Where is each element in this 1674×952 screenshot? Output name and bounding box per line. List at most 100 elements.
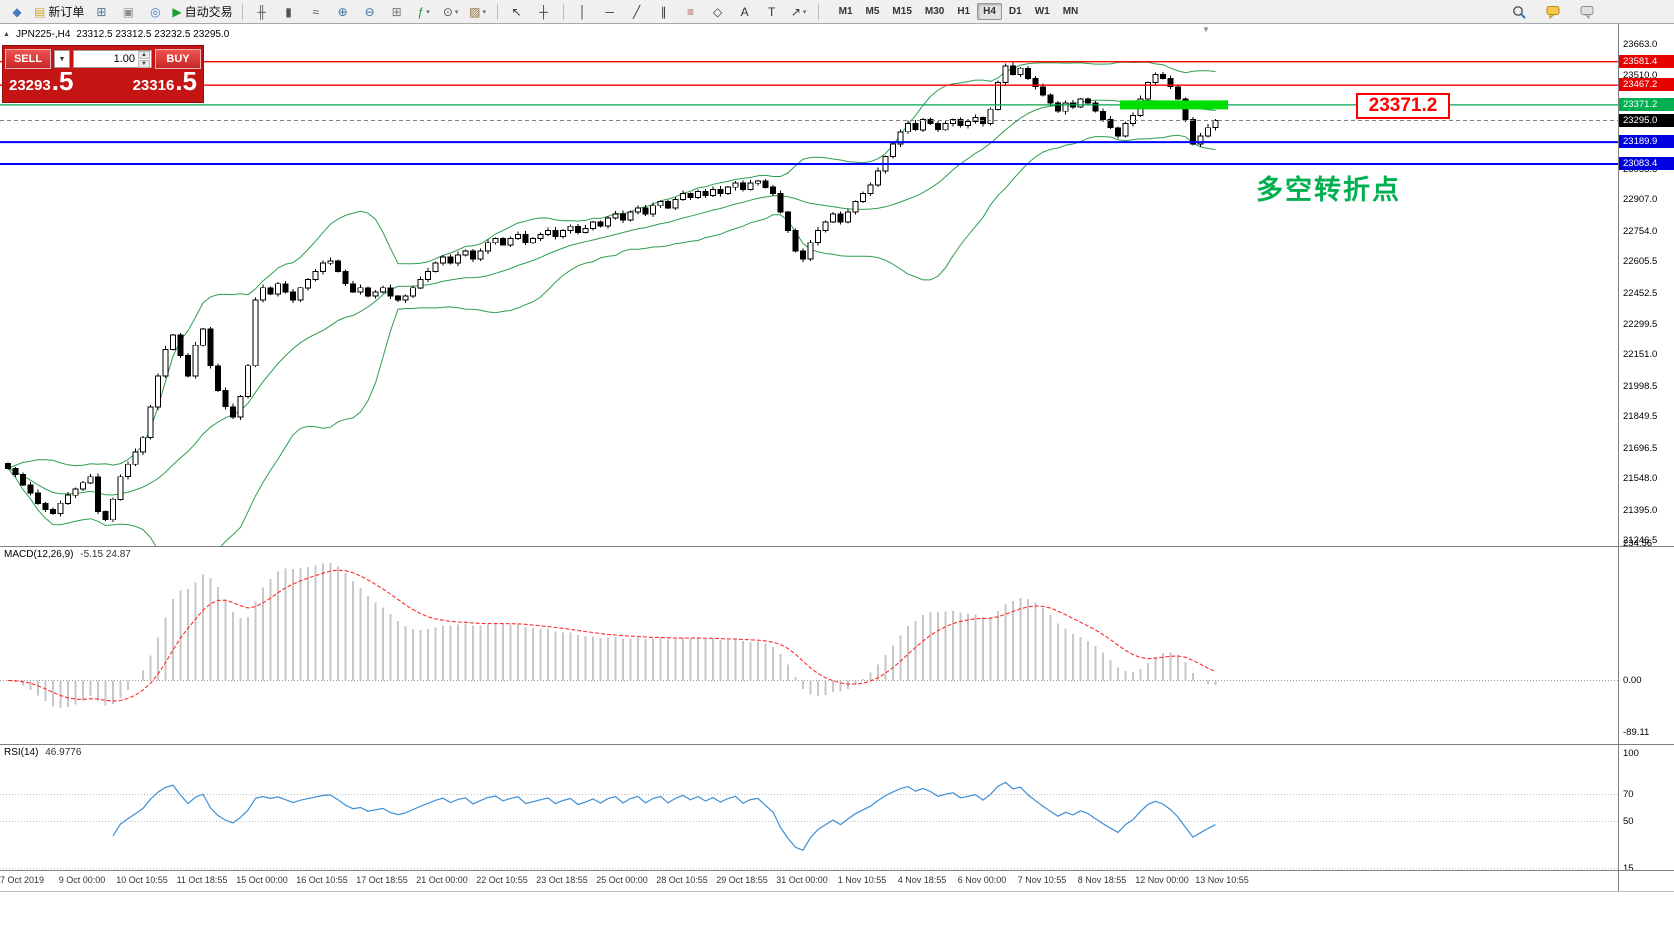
macd-chart[interactable]: [0, 546, 1618, 744]
time-label: 9 Oct 00:00: [58, 875, 106, 885]
fibonacci-icon[interactable]: ≡: [678, 1, 704, 23]
buy-price-big: .5: [175, 66, 197, 96]
chart-area[interactable]: ▲ JPN225-,H4 23312.5 23312.5 23232.5 232…: [0, 24, 1618, 546]
price-axis-label: 21849.5: [1623, 411, 1658, 423]
vertical-line-icon[interactable]: │: [570, 1, 596, 23]
horizontal-line-icon[interactable]: ─: [597, 1, 623, 23]
time-label: 12 Nov 00:00: [1135, 875, 1189, 885]
sell-button[interactable]: SELL: [5, 49, 51, 69]
rsi-header: RSI(14) 46.9776: [4, 747, 81, 758]
shapes-icon[interactable]: ◇: [705, 1, 731, 23]
trendline-icon[interactable]: ╱: [624, 1, 650, 23]
spinner-up-icon[interactable]: ▲: [138, 50, 150, 59]
macd-values: -5.15 24.87: [80, 549, 131, 560]
toolbar-separator: [241, 3, 243, 20]
indicators-icon[interactable]: ƒ ▾: [411, 1, 437, 23]
sell-price[interactable]: 23293.5: [9, 67, 73, 100]
new-order-button[interactable]: ▤ 新订单: [31, 1, 87, 23]
chevron-down-icon: ▾: [802, 8, 807, 16]
timeframe-h4[interactable]: H4: [977, 3, 1002, 20]
terminal-app-icon[interactable]: ◆: [4, 1, 30, 23]
new-chart-icon[interactable]: ⊞: [88, 1, 114, 23]
timeframe-m30[interactable]: M30: [924, 6, 945, 17]
time-label: 10 Oct 10:55: [116, 875, 168, 885]
macd-panel[interactable]: MACD(12,26,9) -5.15 24.87: [0, 546, 1618, 744]
crosshair-icon: ┼: [539, 4, 548, 19]
toolbar-buttons: ◆ ▤ 新订单 ⊞ ▣ ◎ ▶ 自动交易 ╫ ▮ ≈ ⊕ ⊖ ⊞ ƒ ▾ ⊙ ▾ ▨ ▾ ↖ ┼ │ ─ ╱ ∥ ≡ ◇ A T ↗ ▾ M1 M…: [4, 1, 1084, 23]
buy-price[interactable]: 23316.5: [133, 67, 197, 100]
candles: [5, 62, 1219, 523]
autotrading-icon: ▶: [172, 4, 182, 19]
chart-shift-marker[interactable]: ▼: [1202, 25, 1210, 34]
time-label: 22 Oct 10:55: [476, 875, 528, 885]
periods-icon[interactable]: ⊙ ▾: [438, 1, 464, 23]
time-label: 8 Nov 18:55: [1077, 875, 1127, 885]
macd-axis-label: -89.11: [1623, 726, 1650, 738]
trendline-icon: ╱: [632, 4, 641, 19]
rsi-panel[interactable]: RSI(14) 46.9776: [0, 744, 1618, 870]
crosshair-icon[interactable]: ┼: [531, 1, 557, 23]
chevron-down-icon: ▾: [454, 8, 459, 16]
volume-input[interactable]: 1.00 ▲ ▼: [73, 50, 152, 68]
equidistant-channel-icon: ∥: [660, 4, 667, 19]
price-axis-label: 22151.0: [1623, 349, 1658, 361]
zoom-in-icon[interactable]: ⊕: [330, 1, 356, 23]
price-axis-label: 22907.0: [1623, 194, 1658, 206]
candlestick-chart[interactable]: [0, 24, 1618, 546]
price-axis-label: 21548.0: [1623, 473, 1658, 485]
indicators-icon: ƒ: [417, 4, 425, 19]
arrows-icon[interactable]: ↗ ▾: [786, 1, 812, 23]
candlestick-style-icon: ▮: [285, 4, 292, 19]
symbol-period: JPN225-,H4: [15, 29, 71, 40]
rsi-axis-label: 70: [1623, 788, 1634, 800]
search-icon[interactable]: [1506, 1, 1532, 23]
templates-icon[interactable]: ▨ ▾: [465, 1, 491, 23]
bollinger-lower-band: [7, 134, 1216, 546]
bar-chart-style-icon[interactable]: ╫: [249, 1, 275, 23]
volume-spinner[interactable]: ▲ ▼: [138, 50, 150, 68]
price-callout-label[interactable]: 23371.2: [1356, 93, 1450, 119]
line-chart-style-icon[interactable]: ≈: [303, 1, 329, 23]
toolbar-separator: [496, 3, 498, 20]
horizontal-line-icon: ─: [605, 4, 614, 19]
community-chat-icon[interactable]: [1574, 1, 1600, 23]
time-label: 25 Oct 00:00: [596, 875, 648, 885]
candlestick-style-icon[interactable]: ▮: [276, 1, 302, 23]
equidistant-channel-icon[interactable]: ∥: [651, 1, 677, 23]
turning-point-label[interactable]: 多空转折点: [1256, 175, 1401, 205]
timeframe-m15[interactable]: M15: [892, 6, 912, 17]
toolbar-separator: [562, 3, 564, 20]
timeframe-m5[interactable]: M5: [865, 6, 880, 17]
chevron-down-icon: ▾: [426, 8, 430, 16]
text-label-icon: T: [767, 4, 776, 19]
rsi-value: 46.9776: [45, 747, 82, 758]
timeframe-d1[interactable]: D1: [1008, 6, 1022, 17]
autotrading-button[interactable]: ▶ 自动交易: [169, 1, 235, 23]
rsi-chart[interactable]: [0, 744, 1618, 870]
text-label-icon[interactable]: T: [759, 1, 785, 23]
timeframe-m1[interactable]: M1: [838, 6, 853, 17]
refresh-data-icon[interactable]: ◎: [142, 1, 168, 23]
price-axis-label: 21395.0: [1623, 504, 1658, 516]
time-axis[interactable]: 7 Oct 2019 9 Oct 00:00 10 Oct 10:55 11 Oct …: [0, 870, 1618, 892]
chat-icon[interactable]: [1540, 1, 1566, 23]
profiles-icon[interactable]: ▣: [115, 1, 141, 23]
text-icon[interactable]: A: [732, 1, 758, 23]
timeframe-w1[interactable]: W1: [1034, 6, 1050, 17]
price-axis-label: 22299.5: [1623, 318, 1658, 330]
buy-button[interactable]: BUY: [155, 49, 201, 69]
cursor-icon[interactable]: ↖: [504, 1, 530, 23]
order-type-dropdown[interactable]: ▼: [54, 50, 70, 68]
tile-windows-icon[interactable]: ⊞: [384, 1, 410, 23]
collapse-icon[interactable]: ▲: [3, 31, 10, 38]
spinner-down-icon[interactable]: ▼: [138, 59, 150, 68]
timeframe-mn[interactable]: MN: [1062, 6, 1079, 17]
rsi-axis-label: 50: [1623, 815, 1634, 827]
zoom-out-icon[interactable]: ⊖: [357, 1, 383, 23]
price-axis[interactable]: 23663.023510.023055.522907.022754.022605…: [1618, 24, 1674, 892]
volume-value: 1.00: [113, 53, 135, 65]
timeframe-h1[interactable]: H1: [957, 6, 971, 17]
zoom-in-icon: ⊕: [337, 4, 348, 19]
highlight-bar[interactable]: [1120, 100, 1228, 110]
